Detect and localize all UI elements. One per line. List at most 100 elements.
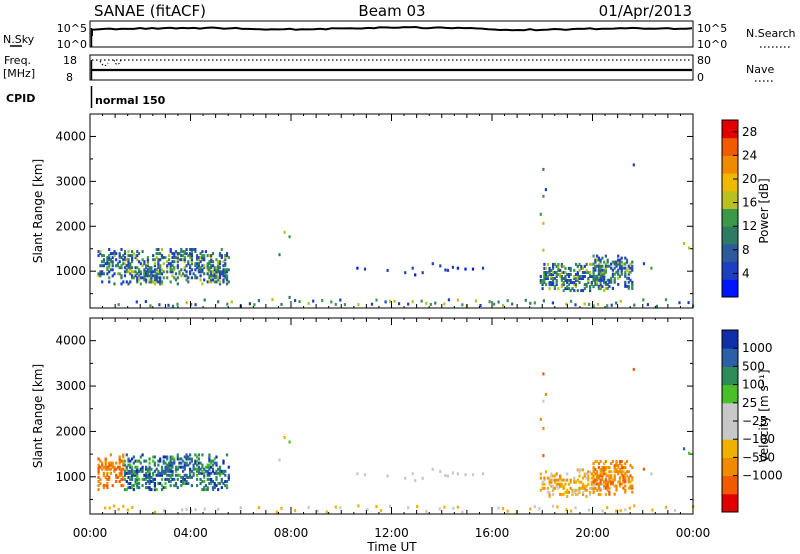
power-echo-cell (159, 268, 162, 272)
power-echo-cell (150, 276, 153, 280)
power-echo-cell (557, 273, 560, 276)
velocity-echo-cell (169, 469, 172, 473)
velocity-echo-cell (157, 463, 160, 467)
velocity-echo-cell (608, 478, 611, 482)
power-echo-cell (618, 264, 622, 268)
velocity-echo-cell (608, 480, 611, 484)
velocity-echo-cell (162, 461, 165, 465)
power-cbar-label: Power [dB] (757, 178, 771, 243)
velocity-echo-cell (627, 470, 630, 474)
velocity-echo-cell (578, 486, 581, 490)
power-echo-cell (569, 289, 572, 293)
velocity-echo-cell (278, 458, 281, 462)
velocity-echo-cell (222, 459, 225, 463)
velocity-echo-cell (587, 470, 590, 474)
power-echo-cell (597, 277, 600, 280)
velocity-echo-cell (576, 492, 579, 496)
power-echo-cell (552, 283, 555, 287)
power-echo-cell (201, 258, 204, 262)
power-echo-cell (559, 273, 562, 276)
velocity-echo-cell (594, 478, 597, 482)
power-echo-cell (615, 270, 618, 274)
power-echo-cell (125, 258, 128, 262)
velocity-echo-cell (631, 476, 634, 480)
velocity-echo-cell (617, 480, 620, 484)
velocity-echo-cell (153, 484, 156, 488)
velocity-echo-cell (618, 468, 622, 472)
velocity-echo-cell (213, 461, 216, 465)
power-echo-cell (444, 268, 447, 272)
velocity-echo-cell (125, 465, 128, 469)
power-echo-cell (206, 280, 209, 284)
velocity-echo-cell (150, 480, 153, 483)
power-echo-cell (543, 277, 546, 280)
power-echo-cell (157, 262, 160, 266)
power-echo-cell (574, 273, 578, 276)
power-echo-cell (171, 252, 174, 256)
nsky-strip: N.Sky 10^5 10^0 10^5 10^0 N.Search (3, 20, 796, 51)
power-echo-cell (588, 302, 591, 306)
power-echo-cell (173, 254, 176, 258)
velocity-echo-cell (555, 482, 558, 486)
power-echo-cell (220, 248, 223, 251)
power-echo-cell (222, 270, 225, 274)
power-echo-cell (118, 256, 121, 260)
velocity-echo-cell (548, 476, 551, 480)
velocity-echo-cell (178, 461, 181, 465)
power-echo-cell (564, 266, 567, 270)
velocity-echo-cell (363, 473, 367, 477)
power-echo-cell (585, 285, 588, 289)
power-echo-cell (225, 274, 229, 278)
power-echo-cell (557, 264, 560, 268)
velocity-echo-cell (208, 473, 211, 477)
velocity-echo-cell (153, 488, 156, 492)
velocity-echo-cell (357, 504, 360, 508)
velocity-echo-cell (159, 457, 162, 461)
power-echo-cell (153, 262, 156, 266)
velocity-echo-cell (148, 473, 151, 477)
velocity-echo-cell (571, 490, 574, 494)
velocity-echo-cell (431, 467, 434, 471)
velocity-echo-cell (550, 474, 553, 478)
power-echo-cell (183, 274, 186, 278)
power-echo-cell (618, 262, 622, 266)
velocity-echo-cell (164, 477, 167, 481)
power-echo-cell (550, 281, 553, 285)
power-echo-cell (157, 258, 160, 262)
velocity-echo-cell (203, 473, 206, 477)
velocity-echo-cell (213, 457, 216, 461)
velocity-echo-cell (203, 471, 206, 475)
velocity-echo-cell (606, 506, 609, 510)
power-echo-cell (129, 280, 132, 284)
velocity-echo-cell (603, 468, 606, 472)
velocity-echo-cell (215, 471, 218, 475)
nsky-trace (91, 25, 693, 36)
power-echo-cell (106, 272, 109, 276)
power-echo-cell (542, 221, 545, 225)
power-echo-cell (548, 268, 551, 272)
velocity-echo-cell (592, 478, 595, 482)
velocity-echo-cell (618, 480, 622, 484)
power-echo-cell (552, 281, 555, 285)
power-echo-cell (104, 262, 107, 266)
power-echo-cell (158, 303, 161, 307)
velocity-echo-cell (196, 455, 199, 459)
velocity-echo-cell (574, 492, 578, 496)
power-echo-cell (210, 258, 213, 262)
power-echo-cell (664, 298, 668, 302)
power-echo-cell (131, 274, 134, 278)
power-echo-cell (594, 266, 597, 270)
velocity-echo-cell (146, 475, 149, 479)
power-echo-cell (389, 299, 392, 303)
velocity-echo-cell (183, 461, 186, 465)
power-echo-cell (571, 281, 574, 285)
velocity-echo-cell (180, 480, 183, 483)
velocity-echo-cell (624, 472, 627, 476)
power-echo-cell (631, 282, 634, 286)
power-echo-cell (120, 248, 123, 251)
power-echo-cell (578, 268, 581, 272)
power-echo-cell (587, 277, 590, 280)
power-echo-cell (138, 260, 141, 264)
power-echo-cell (203, 264, 206, 268)
velocity-echo-cell (166, 457, 169, 461)
